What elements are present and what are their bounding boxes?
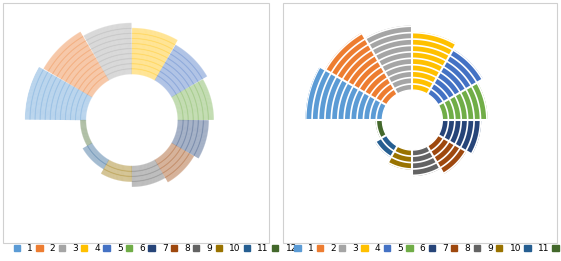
Polygon shape xyxy=(306,68,325,119)
Polygon shape xyxy=(394,84,412,94)
Polygon shape xyxy=(450,50,482,82)
Polygon shape xyxy=(388,71,412,83)
Polygon shape xyxy=(383,90,442,150)
Polygon shape xyxy=(376,120,386,138)
Polygon shape xyxy=(413,152,433,163)
Polygon shape xyxy=(461,90,474,120)
Legend: 1, 2, 3, 4, 5, 6, 7, 8, 9, 10, 11, 12: 1, 2, 3, 4, 5, 6, 7, 8, 9, 10, 11, 12 xyxy=(291,240,561,257)
Polygon shape xyxy=(337,45,371,79)
Polygon shape xyxy=(434,78,454,98)
Polygon shape xyxy=(449,121,461,144)
Polygon shape xyxy=(376,45,412,60)
Polygon shape xyxy=(369,33,412,49)
Polygon shape xyxy=(364,96,375,120)
Legend: 1, 2, 3, 4, 5, 6, 7, 8, 9, 10, 11, 12: 1, 2, 3, 4, 5, 6, 7, 8, 9, 10, 11, 12 xyxy=(10,240,301,257)
Polygon shape xyxy=(343,50,374,82)
Polygon shape xyxy=(348,56,378,85)
Polygon shape xyxy=(431,139,449,157)
Polygon shape xyxy=(370,78,390,98)
Polygon shape xyxy=(325,77,342,119)
Polygon shape xyxy=(359,67,384,92)
Polygon shape xyxy=(319,74,336,119)
Polygon shape xyxy=(385,65,412,77)
Polygon shape xyxy=(413,52,446,66)
Polygon shape xyxy=(332,39,367,75)
Polygon shape xyxy=(427,135,443,151)
Polygon shape xyxy=(434,142,454,162)
Polygon shape xyxy=(413,65,439,77)
Polygon shape xyxy=(382,58,412,72)
Polygon shape xyxy=(388,157,412,169)
Polygon shape xyxy=(413,157,436,169)
Polygon shape xyxy=(326,34,365,72)
Polygon shape xyxy=(373,39,412,55)
Polygon shape xyxy=(444,99,455,120)
Polygon shape xyxy=(413,163,439,175)
Polygon shape xyxy=(351,90,364,120)
Polygon shape xyxy=(466,121,481,153)
Polygon shape xyxy=(312,71,330,119)
Polygon shape xyxy=(392,152,412,163)
Polygon shape xyxy=(447,56,476,85)
Polygon shape xyxy=(431,84,449,102)
Polygon shape xyxy=(379,52,412,66)
Polygon shape xyxy=(376,102,386,120)
Polygon shape xyxy=(413,58,443,72)
Polygon shape xyxy=(427,89,443,105)
Polygon shape xyxy=(444,120,455,141)
Polygon shape xyxy=(455,121,468,147)
Polygon shape xyxy=(413,33,456,49)
Polygon shape xyxy=(466,87,481,120)
Polygon shape xyxy=(455,93,468,120)
Polygon shape xyxy=(381,89,397,105)
Polygon shape xyxy=(332,80,347,119)
Polygon shape xyxy=(370,99,381,120)
Polygon shape xyxy=(472,84,487,119)
Polygon shape xyxy=(413,84,430,94)
Polygon shape xyxy=(413,146,430,156)
Polygon shape xyxy=(444,61,471,88)
Polygon shape xyxy=(344,87,358,120)
Polygon shape xyxy=(365,72,387,95)
Polygon shape xyxy=(376,139,394,157)
Polygon shape xyxy=(440,148,466,173)
Polygon shape xyxy=(449,96,461,120)
Polygon shape xyxy=(394,146,412,156)
Polygon shape xyxy=(413,78,433,88)
Polygon shape xyxy=(392,78,412,88)
Polygon shape xyxy=(413,39,452,55)
Polygon shape xyxy=(413,71,436,83)
Polygon shape xyxy=(413,45,449,60)
Polygon shape xyxy=(439,120,448,138)
Polygon shape xyxy=(440,67,466,92)
Polygon shape xyxy=(381,135,397,151)
Polygon shape xyxy=(366,26,411,44)
Polygon shape xyxy=(357,93,370,120)
Polygon shape xyxy=(461,121,474,150)
Polygon shape xyxy=(439,102,448,120)
Polygon shape xyxy=(438,72,460,95)
Polygon shape xyxy=(376,84,394,102)
Polygon shape xyxy=(338,84,353,119)
Polygon shape xyxy=(353,61,381,88)
Polygon shape xyxy=(438,145,460,168)
